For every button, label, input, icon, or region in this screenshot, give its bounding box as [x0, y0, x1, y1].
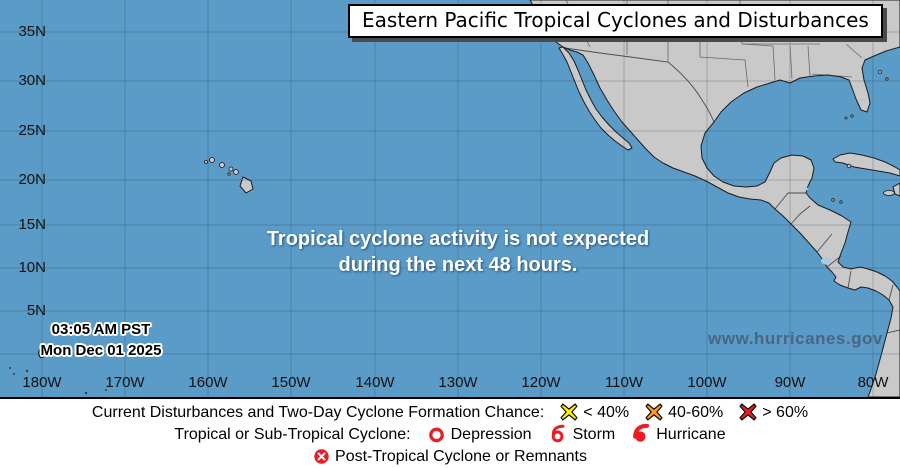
lon-label-130w: 130W — [438, 374, 478, 391]
lon-label-140w: 140W — [355, 374, 395, 391]
caribbean-islands — [831, 70, 895, 204]
lat-lon-gridlines — [0, 0, 900, 397]
legend-item-chance-low: < 40% — [560, 402, 629, 423]
legend-item-depression: Depression — [427, 424, 532, 445]
legend-item-storm: Storm — [548, 424, 616, 445]
hawaii-islands — [204, 157, 239, 176]
outlook-message-line2: during the next 48 hours. — [338, 254, 578, 276]
depression-label: Depression — [450, 425, 532, 443]
pacific-islets — [9, 367, 107, 395]
lon-label-170w: 170W — [105, 374, 145, 391]
lat-label-0: 0 — [37, 345, 46, 362]
chance-low-label: < 40% — [583, 403, 630, 421]
eastern-pacific-map: 35N 30N 25N 20N 15N 10N 5N 0 180W 170W 1… — [0, 0, 900, 397]
post-tropical-label: Post-Tropical Cyclone or Remnants — [335, 447, 587, 465]
legend-row-formation-chance: Current Disturbances and Two-Day Cyclone… — [92, 402, 808, 423]
formation-chance-label: Current Disturbances and Two-Day Cyclone… — [91, 403, 545, 421]
lat-label-20n: 20N — [18, 171, 46, 188]
lakes — [578, 36, 863, 265]
issuance-timestamp: 03:05 AM PST Mon Dec 01 2025 — [28, 319, 174, 361]
post-tropical-icon — [314, 448, 329, 464]
x-mark-icon — [560, 403, 578, 421]
lat-label-30n: 30N — [18, 72, 46, 89]
lon-label-160w: 160W — [188, 374, 228, 391]
lon-label-100w: 100W — [687, 374, 727, 391]
legend: Current Disturbances and Two-Day Cyclone… — [0, 397, 900, 469]
lat-label-10n: 10N — [18, 259, 46, 276]
outlook-message: Tropical cyclone activity is not expecte… — [108, 226, 808, 278]
timestamp-time: 03:05 AM PST — [51, 321, 151, 338]
legend-row-post-tropical: Post-Tropical Cyclone or Remnants — [313, 446, 587, 467]
lon-label-180w: 180W — [22, 374, 62, 391]
lon-label-90w: 90W — [774, 374, 806, 391]
cyclone-types-label: Tropical or Sub-Tropical Cyclone: — [174, 425, 411, 443]
outlook-message-line1: Tropical cyclone activity is not expecte… — [266, 228, 650, 250]
lat-label-5n: 5N — [26, 302, 46, 319]
legend-row-cyclone-types: Tropical or Sub-Tropical Cyclone: Depres… — [174, 424, 726, 445]
lon-label-150w: 150W — [271, 374, 311, 391]
legend-item-post-tropical: Post-Tropical Cyclone or Remnants — [313, 446, 587, 467]
map-svg — [0, 0, 900, 397]
legend-item-hurricane: Hurricane — [631, 424, 726, 445]
lat-label-25n: 25N — [18, 122, 46, 139]
storm-label: Storm — [572, 425, 616, 443]
lon-label-120w: 120W — [521, 374, 561, 391]
depression-icon — [428, 427, 444, 442]
hurricane-label: Hurricane — [656, 425, 726, 443]
lat-label-15n: 15N — [18, 216, 46, 233]
chance-medium-label: 40-60% — [668, 403, 724, 421]
storm-icon — [551, 424, 565, 443]
x-mark-icon — [739, 403, 757, 421]
x-mark-icon — [645, 403, 663, 421]
hurricane-icon — [633, 424, 650, 442]
hurricanes-gov-watermark: www.hurricanes.gov — [708, 329, 883, 348]
lat-label-35n: 35N — [18, 23, 46, 40]
lon-label-110w: 110W — [604, 374, 644, 391]
page-title: Eastern Pacific Tropical Cyclones and Di… — [348, 4, 883, 38]
legend-item-chance-high: > 60% — [739, 402, 808, 423]
chance-high-label: > 60% — [762, 403, 809, 421]
timestamp-date: Mon Dec 01 2025 — [40, 342, 162, 359]
legend-item-chance-medium: 40-60% — [645, 402, 723, 423]
lon-label-80w: 80W — [857, 374, 889, 391]
